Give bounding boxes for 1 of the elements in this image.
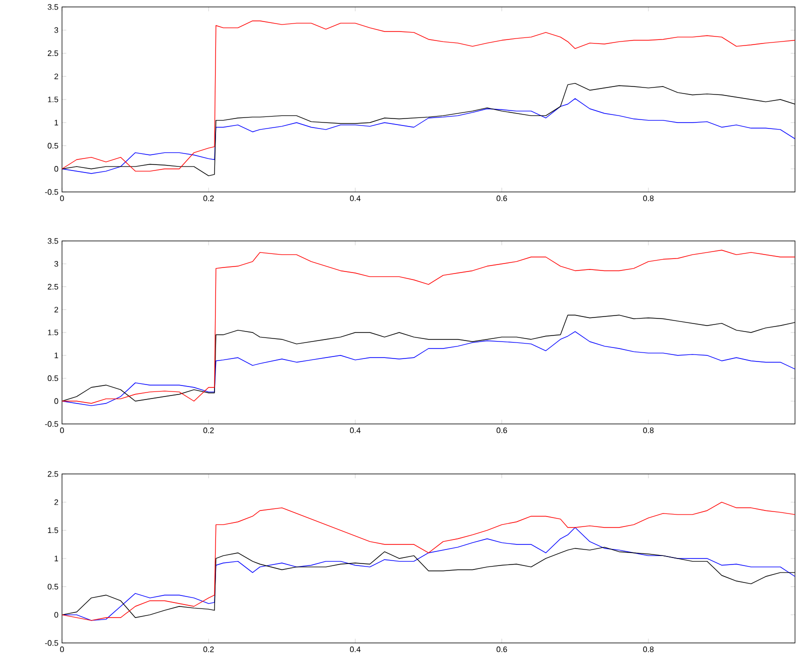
line-series: [62, 20, 796, 172]
